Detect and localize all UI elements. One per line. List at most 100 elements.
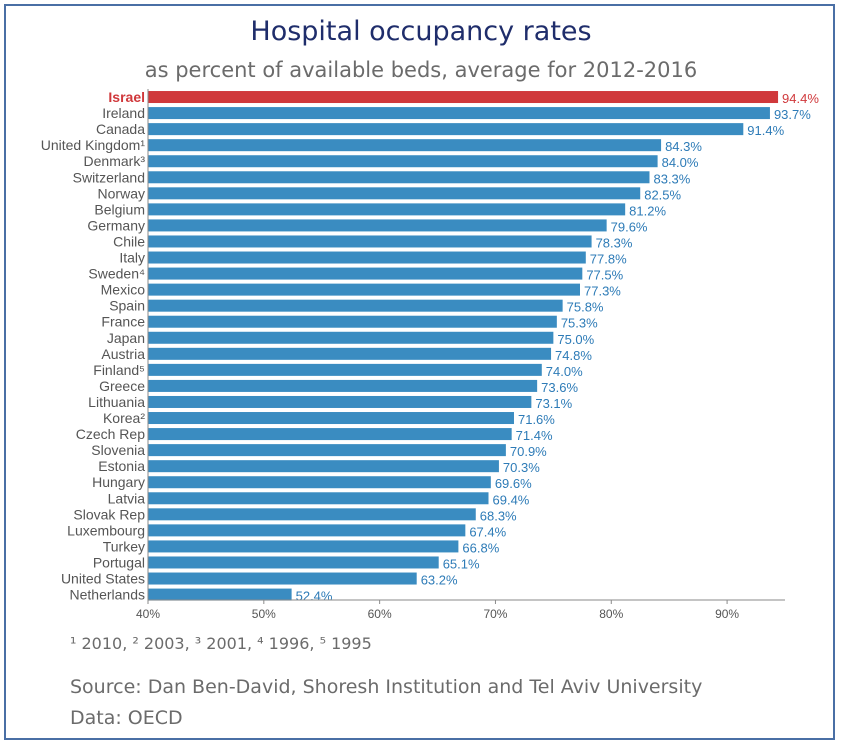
category-label-29: Portugal [93, 554, 145, 570]
category-label-19: Lithuania [88, 394, 145, 410]
value-label-8: 79.6% [611, 219, 648, 234]
category-label-12: Mexico [101, 282, 146, 298]
bar-21 [148, 428, 512, 441]
value-label-22: 70.9% [510, 444, 547, 459]
value-label-30: 63.2% [421, 573, 458, 588]
value-label-16: 74.8% [555, 348, 592, 363]
category-label-9: Chile [113, 233, 145, 249]
bar-5 [148, 171, 650, 184]
x-tick-label-3: 70% [483, 607, 507, 621]
value-label-12: 77.3% [584, 284, 621, 299]
value-label-6: 82.5% [644, 187, 681, 202]
category-label-27: Luxembourg [67, 522, 145, 538]
value-label-18: 73.6% [541, 380, 578, 395]
bar-28 [148, 540, 459, 553]
value-label-25: 69.4% [493, 492, 530, 507]
bar-8 [148, 219, 607, 232]
bar-26 [148, 508, 476, 521]
x-tick-label-1: 50% [252, 607, 276, 621]
value-label-24: 69.6% [495, 476, 532, 491]
bar-25 [148, 492, 489, 505]
source-note: Source: Dan Ben-David, Shoresh Instituti… [70, 676, 703, 698]
bar-14 [148, 315, 557, 328]
category-label-25: Latvia [108, 490, 146, 506]
category-label-17: Finland⁵ [93, 362, 145, 378]
value-label-26: 68.3% [480, 508, 517, 523]
category-label-31: Netherlands [70, 587, 146, 603]
value-label-1: 93.7% [774, 107, 811, 122]
value-label-19: 73.1% [535, 396, 572, 411]
category-label-15: Japan [107, 330, 145, 346]
value-label-15: 75.0% [557, 332, 594, 347]
category-label-23: Estonia [98, 458, 145, 474]
value-label-28: 66.8% [462, 540, 499, 555]
value-label-5: 83.3% [653, 171, 690, 186]
category-label-16: Austria [101, 346, 145, 362]
category-label-6: Norway [98, 185, 145, 201]
value-label-4: 84.0% [662, 155, 699, 170]
category-label-7: Belgium [94, 201, 145, 217]
bar-12 [148, 283, 581, 296]
category-label-14: France [101, 314, 145, 330]
x-tick-label-0: 40% [136, 607, 160, 621]
category-label-5: Switzerland [73, 169, 145, 185]
chart-subtitle: as percent of available beds, average fo… [144, 58, 698, 82]
bar-2 [148, 123, 744, 136]
chart-title: Hospital occupancy rates [250, 16, 592, 47]
category-label-11: Sweden⁴ [88, 266, 145, 282]
category-label-22: Slovenia [91, 442, 145, 458]
category-label-1: Ireland [102, 105, 145, 121]
bar-4 [148, 155, 658, 168]
data-source-note: Data: OECD [70, 707, 183, 729]
value-label-31: 52.4% [296, 589, 333, 604]
category-label-30: United States [61, 571, 145, 587]
x-tick-label-4: 80% [599, 607, 623, 621]
category-label-24: Hungary [92, 474, 145, 490]
bar-17 [148, 363, 542, 376]
bar-23 [148, 460, 499, 473]
bar-18 [148, 379, 538, 392]
category-label-13: Spain [109, 298, 145, 314]
category-label-21: Czech Rep [76, 426, 145, 442]
category-label-3: United Kingdom¹ [41, 137, 146, 153]
bar-11 [148, 267, 583, 280]
bar-31 [148, 588, 292, 601]
value-label-9: 78.3% [596, 235, 633, 250]
bar-15 [148, 331, 554, 344]
value-label-2: 91.4% [747, 123, 784, 138]
x-tick-label-2: 60% [368, 607, 392, 621]
bar-16 [148, 347, 552, 360]
category-label-18: Greece [99, 378, 145, 394]
value-label-17: 74.0% [546, 364, 583, 379]
category-label-4: Denmark³ [84, 153, 146, 169]
value-label-13: 75.8% [567, 300, 604, 315]
value-label-21: 71.4% [516, 428, 553, 443]
bar-24 [148, 476, 491, 489]
category-label-28: Turkey [103, 538, 145, 554]
value-label-29: 65.1% [443, 556, 480, 571]
value-label-10: 77.8% [590, 252, 627, 267]
category-label-20: Korea² [103, 410, 145, 426]
value-label-0: 94.4% [782, 91, 819, 106]
value-label-14: 75.3% [561, 316, 598, 331]
bar-6 [148, 187, 641, 200]
bar-27 [148, 524, 466, 537]
category-label-10: Italy [119, 250, 145, 266]
bar-19 [148, 395, 532, 408]
bar-1 [148, 107, 770, 120]
bar-9 [148, 235, 592, 248]
bar-20 [148, 412, 514, 425]
value-label-7: 81.2% [629, 203, 666, 218]
value-label-20: 71.6% [518, 412, 555, 427]
bar-13 [148, 299, 563, 312]
value-label-27: 67.4% [469, 524, 506, 539]
category-label-26: Slovak Rep [73, 506, 145, 522]
bar-0 [148, 91, 779, 104]
bar-3 [148, 139, 662, 152]
bar-10 [148, 251, 586, 264]
value-label-11: 77.5% [586, 268, 623, 283]
footnote: ¹ 2010, ² 2003, ³ 2001, ⁴ 1996, ⁵ 1995 [70, 634, 372, 653]
value-label-23: 70.3% [503, 460, 540, 475]
category-label-0: Israel [108, 89, 145, 105]
